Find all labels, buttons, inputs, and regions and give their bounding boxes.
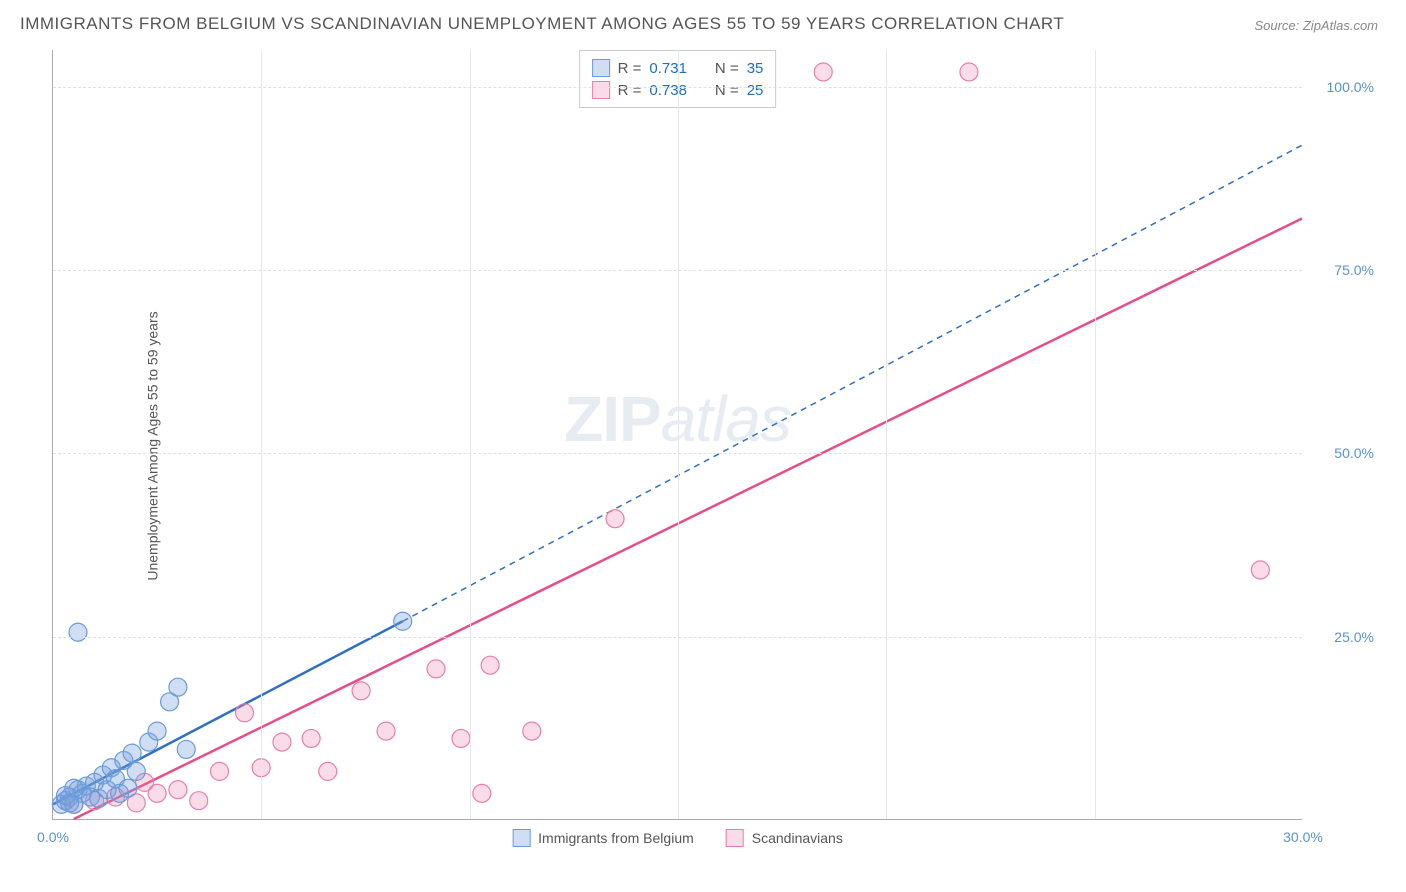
y-tick-label: 50.0% [1334, 445, 1374, 461]
y-tick-label: 100.0% [1327, 79, 1374, 95]
n-value-blue: 35 [747, 60, 764, 77]
gridline-v [678, 50, 679, 819]
legend-swatch-pink [592, 81, 610, 99]
n-label-blue: N = [715, 60, 739, 77]
legend-swatch-blue [592, 59, 610, 77]
y-tick-label: 75.0% [1334, 262, 1374, 278]
r-value-blue: 0.731 [649, 60, 687, 77]
source-attribution: Source: ZipAtlas.com [1254, 18, 1378, 33]
x-legend-item-pink: Scandinavians [726, 829, 843, 847]
y-tick-label: 25.0% [1334, 629, 1374, 645]
chart-title: IMMIGRANTS FROM BELGIUM VS SCANDINAVIAN … [20, 14, 1064, 34]
gridline-v [1095, 50, 1096, 819]
x-axis-legend: Immigrants from Belgium Scandinavians [512, 829, 843, 847]
gridline-v [470, 50, 471, 819]
n-value-pink: 25 [747, 82, 764, 99]
gridline-v [886, 50, 887, 819]
n-label-pink: N = [715, 82, 739, 99]
x-legend-label-blue: Immigrants from Belgium [538, 830, 694, 846]
x-tick-label: 30.0% [1283, 829, 1323, 845]
r-value-pink: 0.738 [649, 82, 687, 99]
x-tick-label: 0.0% [37, 829, 69, 845]
r-label-blue: R = [618, 60, 642, 77]
plot-area: ZIPatlas R = 0.731 N = 35 R = 0.738 N = … [52, 50, 1302, 820]
x-legend-item-blue: Immigrants from Belgium [512, 829, 694, 847]
x-legend-swatch-pink [726, 829, 744, 847]
r-label-pink: R = [618, 82, 642, 99]
x-legend-swatch-blue [512, 829, 530, 847]
x-legend-label-pink: Scandinavians [752, 830, 843, 846]
gridline-v [261, 50, 262, 819]
